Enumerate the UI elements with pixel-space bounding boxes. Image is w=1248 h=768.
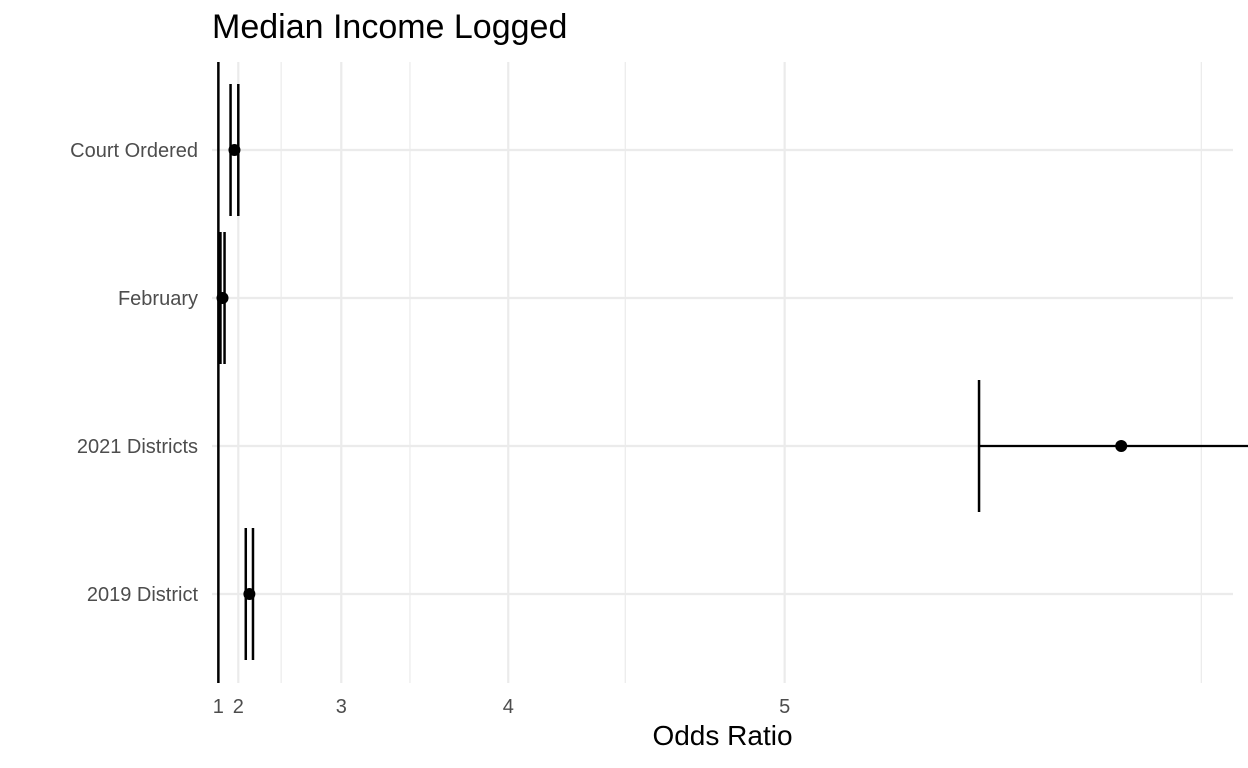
grid-layer xyxy=(212,62,1233,683)
x-tick-label: 2 xyxy=(233,696,244,718)
y-tick-label: 2021 Districts xyxy=(77,436,198,458)
x-tick-label: 1 xyxy=(213,696,224,718)
marks-layer xyxy=(216,84,1248,660)
chart-title: Median Income Logged xyxy=(212,8,568,46)
x-tick-label: 5 xyxy=(779,696,790,718)
x-tick-label: 4 xyxy=(503,696,514,718)
y-tick-labels: Court Ordered February 2021 Districts 2019 … xyxy=(70,140,198,606)
point-estimate xyxy=(243,588,256,600)
point-estimate xyxy=(228,144,241,156)
y-tick-label: February xyxy=(118,288,198,310)
y-tick-label: Court Ordered xyxy=(70,140,198,162)
x-axis-label: Odds Ratio xyxy=(652,720,793,751)
y-tick-label: 2019 District xyxy=(87,584,199,606)
point-estimate xyxy=(1115,440,1128,452)
x-tick-label: 3 xyxy=(336,696,347,718)
point-estimate xyxy=(216,292,229,304)
